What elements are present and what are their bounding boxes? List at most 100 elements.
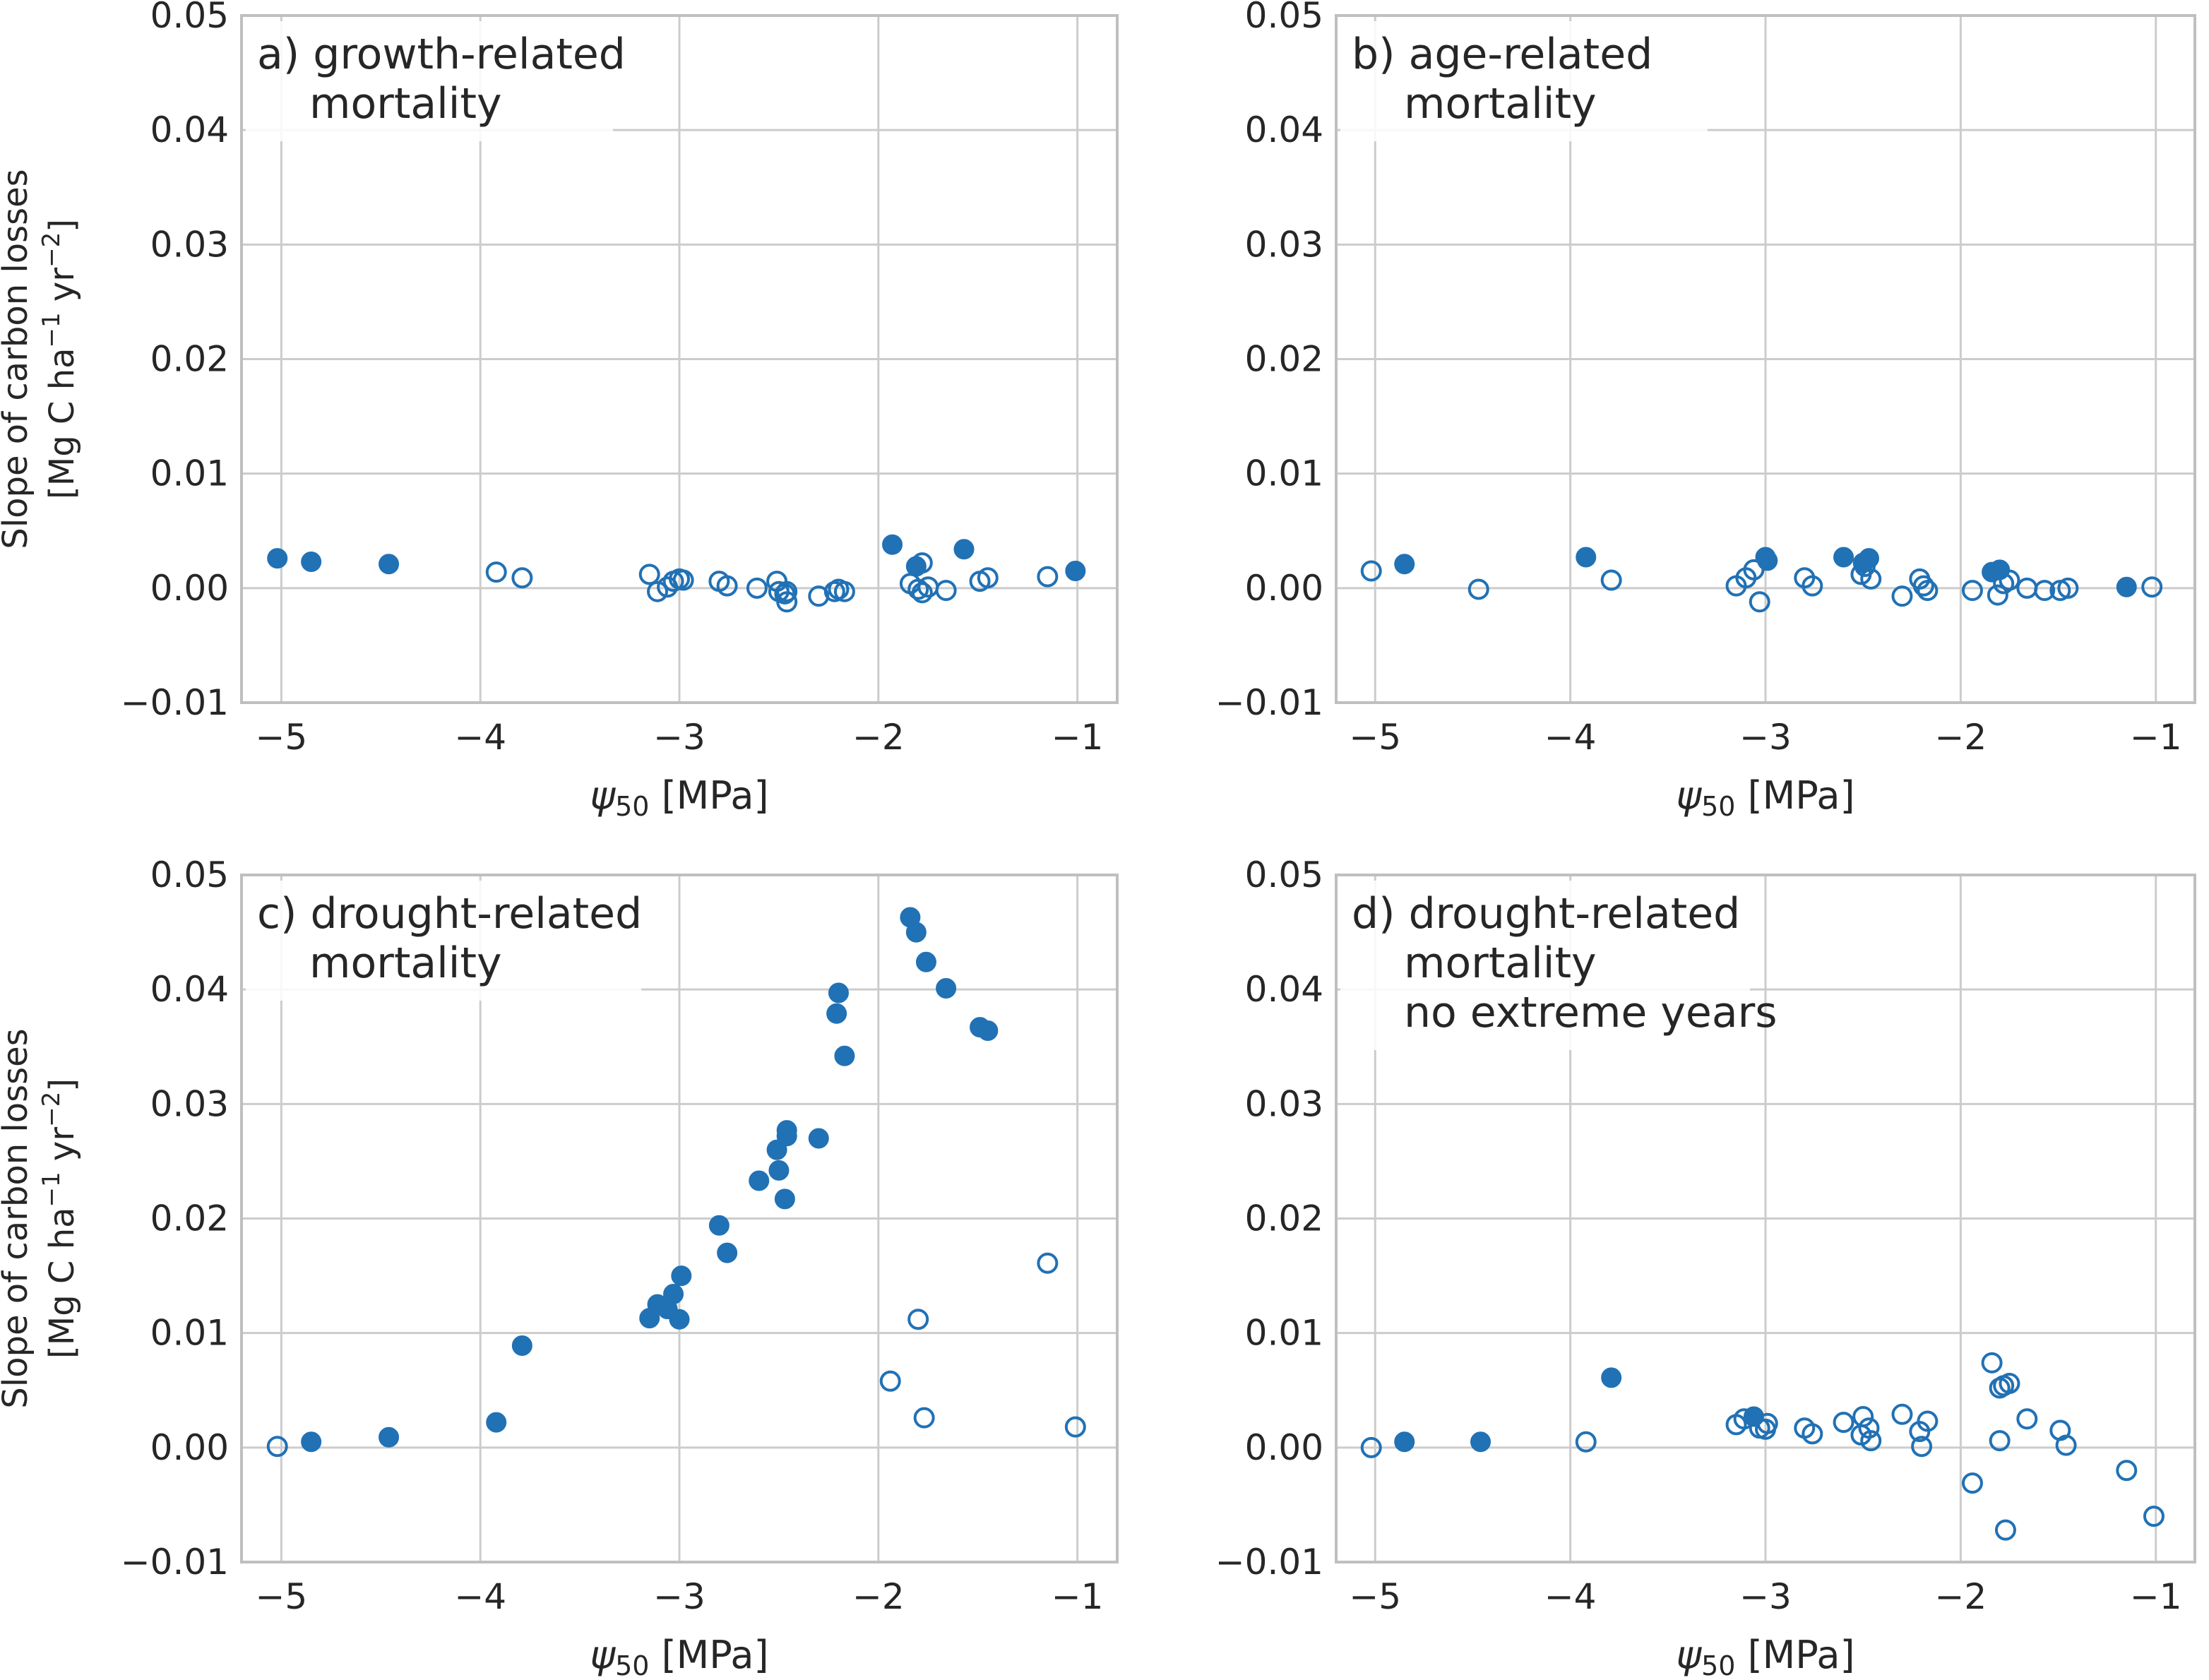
x-tick-label: −5 bbox=[256, 717, 308, 758]
data-point-open bbox=[1981, 1352, 2003, 1374]
data-point-open bbox=[1911, 1436, 1933, 1458]
data-point-filled bbox=[1601, 1367, 1622, 1388]
y-tick-label: −0.01 bbox=[121, 1542, 229, 1583]
panel-b: −5 −4 −3 −2 −1 −0.01 0.00 0.01 0.02 0.03 0.04 0.05 ψ… bbox=[1215, 0, 2196, 822]
panel-title-line: mortality bbox=[309, 79, 502, 129]
y-tick-label: −0.01 bbox=[1215, 682, 1323, 723]
data-point-filled bbox=[301, 552, 322, 573]
data-point-open bbox=[1961, 1472, 1983, 1494]
data-point-open bbox=[911, 582, 933, 604]
y-tick-label: 0.02 bbox=[1245, 1198, 1323, 1239]
data-point-filled bbox=[267, 548, 288, 569]
data-point-open bbox=[879, 1370, 901, 1392]
y-tick-label: 0.02 bbox=[1245, 339, 1323, 380]
data-point-open bbox=[511, 567, 533, 589]
data-point-open bbox=[2055, 1434, 2077, 1456]
panel-title: d) drought-related bbox=[1352, 889, 1740, 939]
y-tick-label: 0.02 bbox=[150, 1198, 229, 1239]
data-point-open bbox=[1999, 569, 2020, 591]
data-point-open bbox=[1600, 569, 1622, 591]
y-tick-label: 0.03 bbox=[150, 1083, 229, 1124]
data-point-open bbox=[1891, 1403, 1913, 1425]
y-tick-label: 0.01 bbox=[1245, 1313, 1323, 1354]
data-point-filled bbox=[834, 1045, 855, 1066]
panel-title-line: no extreme years bbox=[1404, 988, 1778, 1037]
y-axis-label-units: [Mg C ha−1 yr−2] bbox=[37, 1078, 82, 1359]
data-point-open bbox=[2016, 1408, 2038, 1430]
data-point-open bbox=[1575, 1431, 1597, 1453]
y-tick-label: 0.01 bbox=[150, 453, 229, 494]
data-point-open bbox=[907, 1309, 929, 1330]
data-point-filled bbox=[717, 1242, 738, 1263]
data-point-open bbox=[1037, 1252, 1059, 1274]
data-point-open bbox=[1360, 1436, 1382, 1458]
y-tick-label: 0.00 bbox=[150, 1427, 229, 1468]
panel-title: a) growth-related bbox=[257, 30, 626, 79]
y-tick-label: 0.00 bbox=[1245, 568, 1323, 609]
data-point-filled bbox=[768, 1160, 790, 1181]
y-tick-label: 0.04 bbox=[150, 969, 229, 1010]
x-tick-label: −2 bbox=[1935, 1576, 1987, 1617]
x-axis-label: ψ50 [MPa] bbox=[1676, 773, 1854, 822]
data-point-filled bbox=[1833, 547, 1854, 568]
data-point-open bbox=[977, 567, 999, 589]
data-point-open bbox=[1064, 1416, 1086, 1438]
y-tick-label: 0.00 bbox=[1245, 1427, 1323, 1468]
data-point-open bbox=[913, 1407, 935, 1429]
data-point-filled bbox=[1065, 561, 1086, 582]
panel-d: −5 −4 −3 −2 −1 −0.01 0.00 0.01 0.02 0.03 0.04 0.05 ψ… bbox=[1215, 854, 2196, 1680]
data-point-filled bbox=[915, 951, 936, 972]
data-point-filled bbox=[749, 1170, 770, 1191]
data-point-open bbox=[1860, 568, 1882, 590]
data-point-open bbox=[1802, 1423, 1823, 1445]
panel-a: −5 −4 −3 −2 −1 −0.01 0.00 0.01 0.02 0.03 0.04 0.05 ψ… bbox=[0, 0, 1119, 822]
panel-label-background bbox=[1340, 881, 1750, 1050]
x-tick-label: −4 bbox=[454, 717, 506, 758]
x-tick-label: −2 bbox=[852, 717, 905, 758]
panel-c: −5 −4 −3 −2 −1 −0.01 0.00 0.01 0.02 0.03 0.04 0.05 ψ… bbox=[0, 854, 1119, 1680]
data-point-open bbox=[935, 580, 957, 602]
data-point-open bbox=[1037, 566, 1059, 588]
data-point-filled bbox=[808, 1128, 829, 1149]
x-axis-label: ψ50 [MPa] bbox=[1676, 1633, 1854, 1680]
y-tick-label: 0.03 bbox=[150, 224, 229, 265]
plot-frame bbox=[1335, 14, 2196, 704]
data-point-open bbox=[1833, 1412, 1854, 1434]
x-tick-label: −1 bbox=[2130, 717, 2182, 758]
data-point-filled bbox=[1757, 550, 1778, 571]
plot-frame bbox=[240, 14, 1119, 704]
x-tick-label: −3 bbox=[1739, 1576, 1792, 1617]
y-tick-label: −0.01 bbox=[1215, 1542, 1323, 1583]
x-tick-label: −1 bbox=[1052, 1576, 1104, 1617]
data-point-open bbox=[1989, 1430, 2011, 1452]
data-point-open bbox=[1802, 575, 1823, 597]
data-point-open bbox=[1891, 585, 1913, 607]
data-point-open bbox=[716, 575, 738, 597]
x-axis-label: ψ50 [MPa] bbox=[590, 1633, 768, 1680]
y-tick-label: −0.01 bbox=[121, 682, 229, 723]
data-point-open bbox=[1987, 584, 2008, 606]
data-point-open bbox=[911, 552, 933, 574]
x-tick-label: −5 bbox=[1349, 717, 1401, 758]
data-point-filled bbox=[663, 1284, 684, 1305]
data-point-open bbox=[1912, 575, 1934, 597]
y-tick-label: 0.05 bbox=[1245, 854, 1323, 895]
data-point-filled bbox=[977, 1020, 999, 1042]
x-tick-label: −3 bbox=[653, 717, 705, 758]
panel-label-background bbox=[246, 881, 641, 1001]
data-point-filled bbox=[776, 1120, 797, 1141]
panel-title-line: mortality bbox=[1404, 79, 1597, 129]
data-point-open bbox=[774, 583, 796, 604]
data-point-open bbox=[833, 580, 855, 602]
data-point-open bbox=[1467, 578, 1489, 600]
y-tick-label: 0.03 bbox=[1245, 1083, 1323, 1124]
x-tick-label: −4 bbox=[1544, 1576, 1597, 1617]
data-point-filled bbox=[379, 554, 400, 575]
x-tick-label: −5 bbox=[1349, 1576, 1401, 1617]
data-point-filled bbox=[1394, 554, 1415, 575]
data-point-filled bbox=[1470, 1431, 1491, 1453]
panel-title-line: mortality bbox=[1404, 939, 1597, 988]
data-point-open bbox=[746, 577, 768, 599]
